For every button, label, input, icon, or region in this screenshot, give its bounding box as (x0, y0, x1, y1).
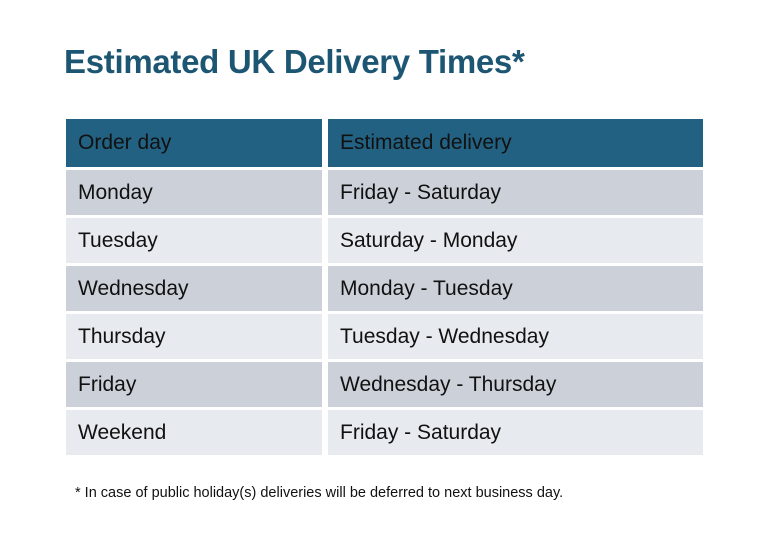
cell-order-day: Thursday (66, 311, 322, 359)
footnote: * In case of public holiday(s) deliverie… (75, 485, 564, 501)
column-header-order-day: Order day (66, 119, 322, 167)
cell-estimated-delivery: Saturday - Monday (328, 215, 703, 263)
cell-order-day: Wednesday (66, 263, 322, 311)
cell-order-day: Friday (66, 359, 322, 407)
table-row: Friday Wednesday - Thursday (66, 359, 703, 407)
column-gutter (322, 119, 328, 167)
cell-gutter (322, 311, 328, 359)
table-row: Tuesday Saturday - Monday (66, 215, 703, 263)
table-header: Order day Estimated delivery (66, 119, 703, 167)
cell-estimated-delivery: Friday - Saturday (328, 407, 703, 455)
cell-gutter (322, 215, 328, 263)
table-body: Monday Friday - Saturday Tuesday Saturda… (66, 167, 703, 455)
table-header-row: Order day Estimated delivery (66, 119, 703, 167)
page-title: Estimated UK Delivery Times* (64, 43, 525, 80)
delivery-times-table: Order day Estimated delivery Monday Frid… (66, 119, 703, 455)
cell-estimated-delivery: Tuesday - Wednesday (328, 311, 703, 359)
cell-order-day: Monday (66, 167, 322, 215)
cell-gutter (322, 167, 328, 215)
cell-estimated-delivery: Wednesday - Thursday (328, 359, 703, 407)
column-header-estimated-delivery: Estimated delivery (328, 119, 703, 167)
table-row: Thursday Tuesday - Wednesday (66, 311, 703, 359)
table-row: Wednesday Monday - Tuesday (66, 263, 703, 311)
table-row: Weekend Friday - Saturday (66, 407, 703, 455)
cell-gutter (322, 359, 328, 407)
cell-order-day: Weekend (66, 407, 322, 455)
cell-gutter (322, 407, 328, 455)
cell-gutter (322, 263, 328, 311)
table-row: Monday Friday - Saturday (66, 167, 703, 215)
cell-estimated-delivery: Monday - Tuesday (328, 263, 703, 311)
cell-estimated-delivery: Friday - Saturday (328, 167, 703, 215)
cell-order-day: Tuesday (66, 215, 322, 263)
